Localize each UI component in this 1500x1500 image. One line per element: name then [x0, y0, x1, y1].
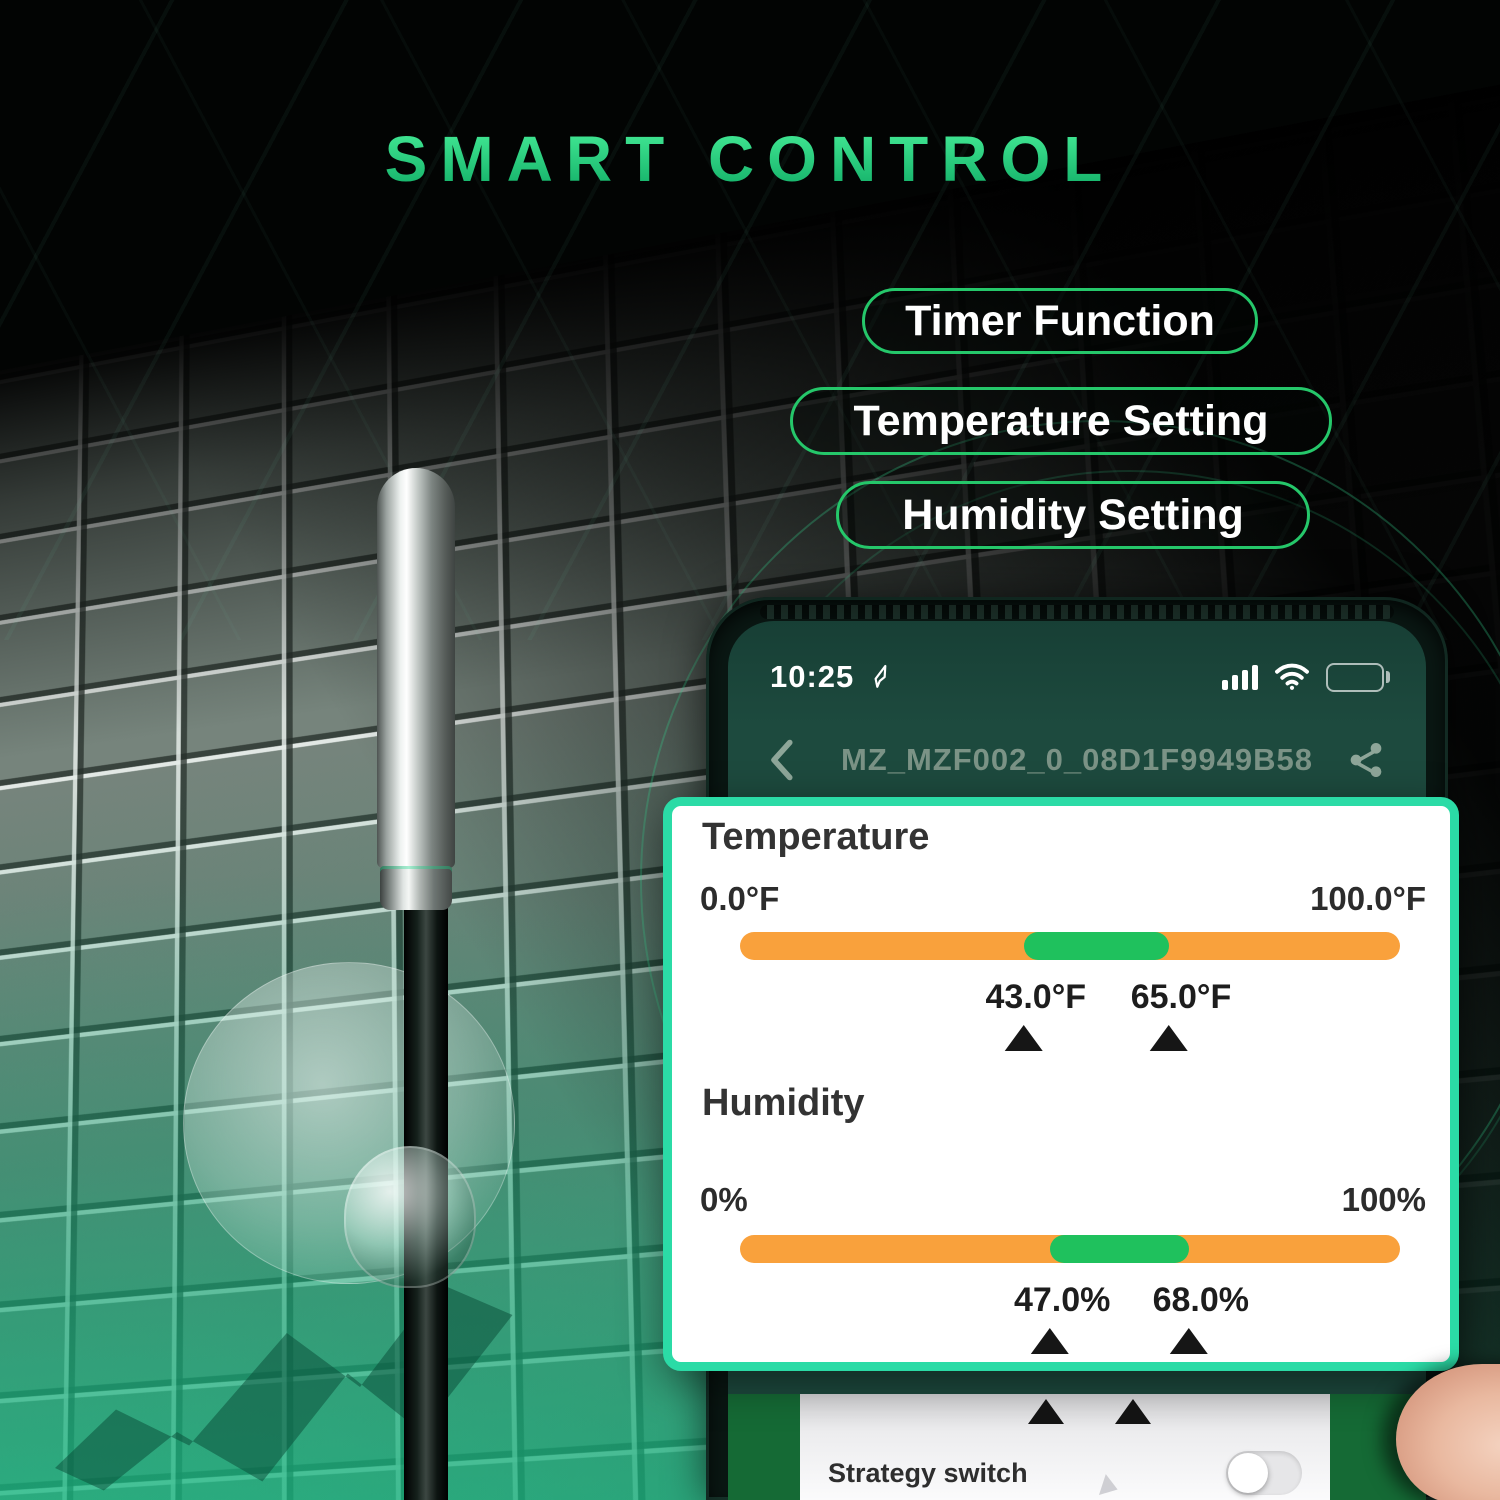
humidity-high-marker[interactable]: 68.0%: [1141, 1281, 1249, 1354]
humidity-slider-range: [1050, 1235, 1189, 1263]
strategy-switch-label: Strategy switch: [828, 1457, 1028, 1488]
temperature-section-label: Temperature: [702, 816, 930, 858]
temperature-max-label: 100.0°F: [1310, 880, 1426, 917]
humidity-max-label: 100%: [1341, 1181, 1426, 1218]
pill-label: Humidity Setting: [902, 490, 1244, 539]
page-title: SMART CONTROL: [0, 122, 1500, 196]
feature-pill-timer: Timer Function: [862, 288, 1258, 354]
humidity-slider[interactable]: 47.0% 68.0%: [740, 1235, 1400, 1395]
cellular-signal-icon: [1222, 664, 1258, 690]
temperature-slider-track[interactable]: [740, 932, 1400, 960]
cable-clip: [344, 1146, 476, 1288]
humidity-high-handle-icon[interactable]: [1169, 1328, 1208, 1354]
status-bar: 10:25: [728, 621, 1426, 695]
temperature-slider-range: [1023, 932, 1169, 960]
share-icon: [1350, 743, 1382, 777]
temperature-slider[interactable]: 43.0°F 65.0°F: [740, 932, 1400, 1092]
humidity-slider-track[interactable]: [740, 1235, 1400, 1263]
temperature-probe: [377, 468, 455, 868]
hidden-slider-low-handle-icon[interactable]: [1028, 1399, 1064, 1424]
temperature-range-row: 0.0°F 100.0°F: [700, 880, 1426, 918]
clock: 10:25: [770, 659, 855, 694]
feature-pill-humidity: Humidity Setting: [836, 481, 1310, 549]
temperature-low-marker[interactable]: 43.0°F: [974, 978, 1086, 1051]
humidity-low-handle-icon[interactable]: [1031, 1328, 1070, 1354]
app-lower-screen: Strategy switch: [728, 1394, 1426, 1500]
humidity-range-row: 0% 100%: [700, 1181, 1426, 1219]
share-button[interactable]: [1342, 740, 1386, 780]
feature-pill-temperature: Temperature Setting: [790, 387, 1332, 455]
hidden-slider-high-handle-icon[interactable]: [1115, 1399, 1151, 1424]
humidity-low-value: 47.0%: [1013, 1281, 1111, 1319]
humidity-min-label: 0%: [700, 1181, 748, 1218]
strategy-panel: Strategy switch: [800, 1394, 1330, 1500]
pill-label: Timer Function: [905, 296, 1215, 345]
temperature-high-handle-icon[interactable]: [1149, 1025, 1188, 1051]
humidity-low-marker[interactable]: 47.0%: [1002, 1281, 1110, 1354]
temperature-high-value: 65.0°F: [1130, 978, 1232, 1016]
device-id: MZ_MZF002_0_08D1F9949B58: [840, 742, 1314, 777]
back-button[interactable]: [768, 739, 812, 781]
probe-collar: [380, 866, 452, 910]
humidity-high-value: 68.0%: [1152, 1281, 1249, 1319]
back-icon: [771, 739, 793, 781]
toggle-knob: [1228, 1453, 1268, 1493]
temperature-low-handle-icon[interactable]: [1004, 1025, 1043, 1051]
temperature-min-label: 0.0°F: [700, 880, 780, 917]
temperature-high-marker[interactable]: 65.0°F: [1119, 978, 1231, 1051]
pill-label: Temperature Setting: [853, 396, 1269, 445]
nav-bar: MZ_MZF002_0_08D1F9949B58: [728, 739, 1426, 781]
strategy-toggle[interactable]: [1226, 1451, 1302, 1495]
location-arrow-icon: [864, 664, 890, 690]
temperature-low-value: 43.0°F: [985, 978, 1087, 1016]
battery-icon: [1326, 662, 1390, 692]
wifi-icon: [1274, 663, 1310, 691]
humidity-section-label: Humidity: [702, 1082, 865, 1124]
strategy-row: Strategy switch: [828, 1446, 1302, 1500]
settings-card: Temperature 0.0°F 100.0°F 43.0°F 65.0°F …: [663, 797, 1459, 1371]
